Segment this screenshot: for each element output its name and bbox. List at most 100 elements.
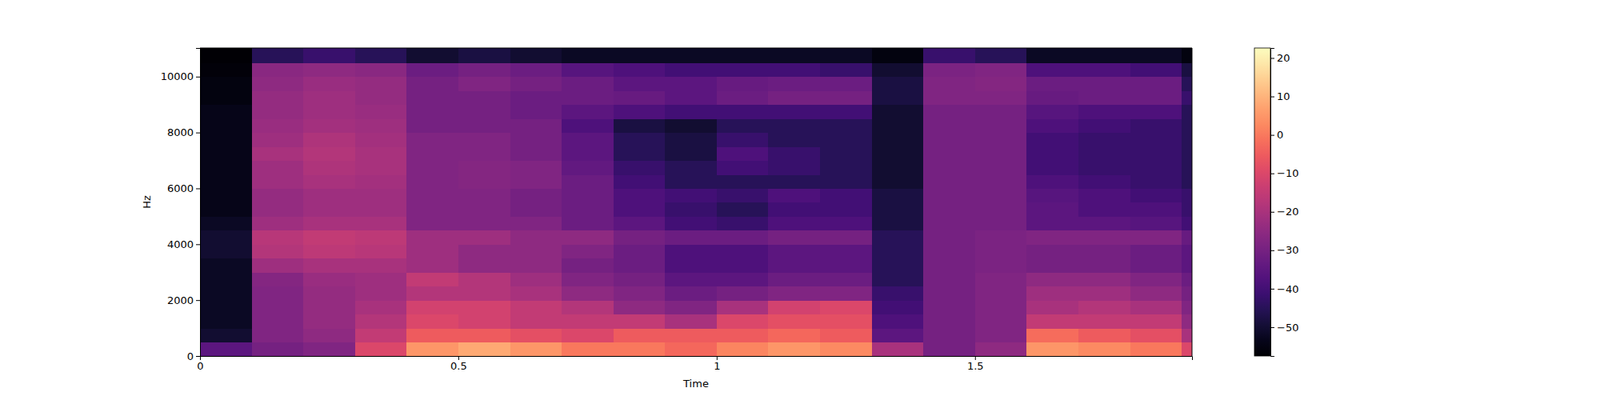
cell	[664, 104, 717, 120]
cell	[561, 160, 614, 176]
cell	[975, 286, 1028, 301]
cell	[510, 300, 563, 315]
cell	[458, 202, 511, 217]
cell	[613, 314, 666, 329]
y-tick: 6000	[167, 182, 200, 195]
cell	[664, 62, 717, 77]
cell	[200, 62, 252, 77]
cell	[923, 160, 976, 176]
cell	[1181, 202, 1192, 217]
cell	[716, 328, 769, 343]
cell	[664, 328, 717, 343]
cell	[613, 48, 666, 64]
cell	[1026, 202, 1079, 217]
cell	[768, 62, 820, 77]
colorbar-tick-label: −40	[1276, 283, 1299, 296]
cell	[664, 286, 717, 301]
cell	[664, 174, 717, 189]
cell	[872, 146, 924, 161]
cell	[923, 328, 976, 343]
cell	[716, 258, 769, 273]
y-tick-mark	[196, 76, 200, 78]
cell	[252, 132, 304, 148]
cell	[664, 230, 717, 245]
cell	[1181, 286, 1192, 301]
y-tick: 10000	[160, 70, 200, 83]
cell	[768, 48, 820, 64]
cell	[820, 90, 872, 105]
cell	[768, 216, 820, 231]
cell	[458, 230, 511, 245]
cell	[510, 104, 563, 120]
cell	[200, 118, 252, 133]
colorbar-tick-mark	[1270, 327, 1275, 328]
cell	[1130, 48, 1183, 64]
cell	[200, 342, 252, 356]
colorbar-tick-label: −30	[1276, 244, 1299, 256]
colorbar-tick-mark	[1270, 250, 1275, 252]
cell	[716, 272, 769, 287]
cell	[1181, 90, 1192, 105]
cell	[872, 160, 924, 176]
cell	[820, 244, 872, 259]
cell	[1181, 314, 1192, 329]
cell	[820, 118, 872, 133]
cell	[200, 286, 252, 301]
cell	[303, 160, 356, 176]
colorbar-tick: 20	[1270, 52, 1291, 64]
cell	[303, 202, 356, 217]
cell	[458, 104, 511, 120]
cell	[768, 118, 820, 133]
cell	[1078, 328, 1131, 343]
cell	[458, 328, 511, 343]
x-tick: 0.5	[450, 356, 468, 372]
cell	[975, 300, 1028, 315]
colorbar	[1254, 48, 1271, 356]
cell	[768, 258, 820, 273]
cell	[200, 160, 252, 176]
cell	[303, 76, 356, 92]
cell	[200, 76, 252, 92]
colorbar-tick-mark	[1270, 96, 1275, 98]
cell	[1026, 146, 1079, 161]
cell	[872, 104, 924, 120]
cell	[458, 174, 511, 189]
cell	[355, 314, 408, 329]
cell	[1130, 230, 1183, 245]
cell	[768, 202, 820, 217]
cell	[252, 342, 304, 356]
cell	[510, 258, 563, 273]
cell	[820, 328, 872, 343]
cell	[200, 300, 252, 315]
cell	[613, 90, 666, 105]
cell	[252, 300, 304, 315]
cell	[820, 272, 872, 287]
cell	[406, 272, 459, 287]
cell	[1181, 258, 1192, 273]
cell	[1181, 132, 1192, 148]
cell	[355, 188, 408, 203]
cell	[458, 244, 511, 259]
cell	[1181, 146, 1192, 161]
cell	[975, 90, 1028, 105]
cell	[664, 202, 717, 217]
cell	[923, 174, 976, 189]
colorbar-tick: −20	[1270, 205, 1299, 218]
cell	[1181, 104, 1192, 120]
cell	[768, 174, 820, 189]
cell	[355, 258, 408, 273]
cell	[1130, 328, 1183, 343]
cell	[406, 202, 459, 217]
cell	[664, 118, 717, 133]
cell	[561, 48, 614, 64]
colorbar-tick-label: −10	[1276, 167, 1299, 180]
y-tick-mark	[196, 188, 200, 189]
cell	[355, 132, 408, 148]
colorbar-tick-label: −20	[1276, 205, 1299, 218]
cell	[975, 48, 1028, 64]
cell	[252, 314, 304, 329]
cell	[510, 202, 563, 217]
cell	[613, 104, 666, 120]
cell	[613, 216, 666, 231]
cell	[1026, 244, 1079, 259]
